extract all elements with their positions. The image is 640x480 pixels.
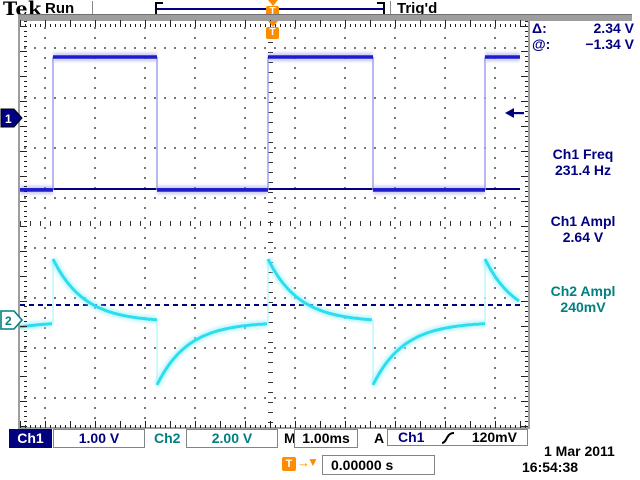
measurement-label: Ch1 Freq xyxy=(552,146,614,162)
measurement-value: 240mV xyxy=(560,299,606,315)
frame-top-bar xyxy=(18,14,632,21)
date-display: 1 Mar 2011 xyxy=(544,443,615,459)
ruler-right xyxy=(521,20,528,427)
ch1-scale-readout: 1.00 V xyxy=(53,429,145,448)
ch1-channel-chip: Ch1 xyxy=(9,429,52,448)
waveform-canvas xyxy=(20,52,520,387)
trigger-t-icon: T xyxy=(266,27,279,39)
cursor-at-label: @: xyxy=(532,36,551,52)
trigger-caret-icon xyxy=(267,0,278,6)
timebase-label: M xyxy=(284,430,296,446)
ch2-channel-label: Ch2 xyxy=(154,430,181,446)
center-axis-vertical xyxy=(268,23,273,423)
acquisition-state: Run xyxy=(45,0,75,17)
ch2-trace xyxy=(20,258,520,386)
cursor-at-value: −1.34 V xyxy=(585,36,634,52)
rising-edge-icon xyxy=(441,431,455,444)
ruler-left xyxy=(20,20,27,427)
cursor-delta-label: Δ: xyxy=(532,20,547,36)
trigger-mode-label: A xyxy=(374,430,385,446)
cursor-delta-value: 2.34 V xyxy=(593,20,634,36)
cursor-delta-readout: Δ: 2.34 V xyxy=(532,20,634,36)
trigger-level: 120mV xyxy=(471,429,517,445)
ch1-edges-trace xyxy=(52,57,486,190)
ch1-marker-label: 1 xyxy=(5,112,12,126)
trigger-caret-icon xyxy=(267,21,278,27)
measurement-label: Ch2 Ampl xyxy=(550,283,616,299)
measurement-ch2-ampl: Ch2 Ampl 240mV xyxy=(530,283,636,315)
trigger-level-arrow-icon xyxy=(505,108,524,118)
arrow-right-icon: → xyxy=(297,455,310,470)
measurement-value: 2.64 V xyxy=(562,229,604,245)
ch2-edges-trace xyxy=(52,259,486,385)
trigger-position-flag: T xyxy=(266,21,279,39)
ch2-scale-readout: 2.00 V xyxy=(186,429,278,448)
measurement-value: 231.4 Hz xyxy=(554,162,612,178)
trigger-position-readout: 0.00000 s xyxy=(322,455,435,475)
ch2-halo-trace xyxy=(20,257,520,387)
ch1-halo-trace xyxy=(20,52,520,195)
timebase-readout: 1.00ms xyxy=(294,429,358,448)
trigger-status: Trig'd xyxy=(397,0,438,17)
voltage-cursor-1 xyxy=(20,188,520,190)
ch2-marker-label: 2 xyxy=(5,314,12,328)
ch1-trace xyxy=(20,55,520,192)
ruler-bottom xyxy=(20,421,528,428)
ch2-ground-marker: 2 xyxy=(0,310,23,330)
ch1-ground-marker: 1 xyxy=(0,108,23,128)
measurement-ch1-ampl: Ch1 Ampl 2.64 V xyxy=(530,213,636,245)
topbar-divider-2 xyxy=(390,1,391,16)
trigger-readout: Ch1 120mV xyxy=(387,429,528,446)
voltage-cursor-2 xyxy=(20,304,520,306)
measurement-label: Ch1 Ampl xyxy=(550,213,616,229)
trigger-t-icon: T xyxy=(282,457,296,471)
cursor-at-readout: @: −1.34 V xyxy=(532,36,634,52)
topbar-divider xyxy=(92,1,93,16)
trigger-source: Ch1 xyxy=(398,429,425,445)
caret-down-icon: ▼ xyxy=(307,455,319,469)
measurement-ch1-freq: Ch1 Freq 231.4 Hz xyxy=(530,146,636,178)
time-display: 16:54:38 xyxy=(522,459,579,475)
